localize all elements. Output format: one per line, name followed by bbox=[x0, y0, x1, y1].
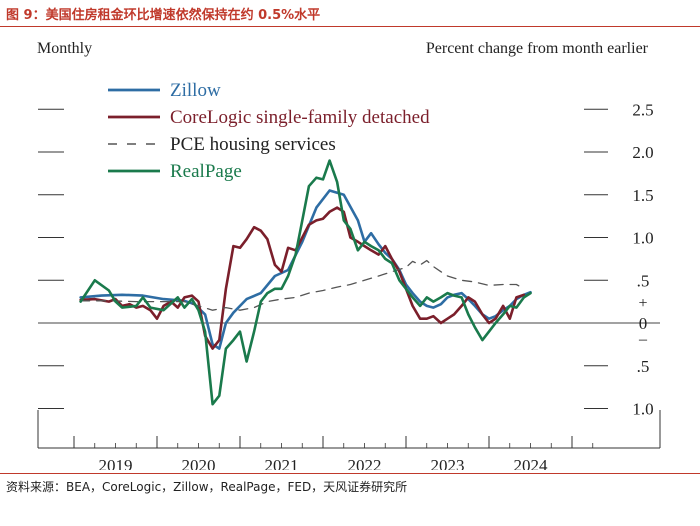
series-line-pce-housing-services bbox=[79, 259, 525, 311]
y-tick-label: 1.5 bbox=[632, 186, 653, 205]
series-line-realpage bbox=[79, 159, 532, 406]
figure-title: 图 9：美国住房租金环比增速依然保持在约 0.5%水平 bbox=[6, 8, 321, 23]
legend-label: CoreLogic single-family detached bbox=[170, 107, 430, 128]
plot-frame bbox=[37, 410, 661, 449]
rent-growth-line-chart: Monthly Percent change from month earlie… bbox=[37, 40, 661, 470]
x-tick-label: 2019 bbox=[99, 456, 133, 470]
x-tick-label: 2021 bbox=[265, 456, 299, 470]
x-tick-label: 2024 bbox=[514, 456, 549, 470]
legend-label: PCE housing services bbox=[170, 134, 336, 155]
y-tick-label: .5 bbox=[637, 357, 650, 376]
series-lines bbox=[79, 159, 532, 406]
chart-legend: Zillow CoreLogic single-family detached PC… bbox=[108, 80, 430, 182]
y-tick-label: 2.5 bbox=[632, 100, 653, 119]
series-line-corelogic-single-family-detached bbox=[79, 206, 526, 350]
subtitle-monthly: Monthly bbox=[37, 40, 92, 57]
subtitle-percent-change: Percent change from month earlier bbox=[426, 40, 649, 57]
series-line-zillow bbox=[79, 189, 532, 350]
y-tick-label: 1.0 bbox=[632, 400, 653, 419]
legend-label: RealPage bbox=[170, 161, 242, 182]
y-tick-label: .5 bbox=[637, 271, 650, 290]
x-tick-label: 2020 bbox=[182, 456, 216, 470]
legend-label: Zillow bbox=[170, 80, 221, 101]
y-axis-ticks: 2.5 2.0 1.5 1.0 .5 0 .5 1.0 + – bbox=[38, 100, 654, 419]
x-axis-ticks: 2019 2020 2021 2022 2023 2024 bbox=[99, 456, 549, 470]
y-tick-label: 2.0 bbox=[632, 143, 653, 162]
chart-subtitles: Monthly Percent change from month earlie… bbox=[37, 40, 649, 57]
y-tick-label: 1.0 bbox=[632, 229, 653, 248]
y-sign-minus: – bbox=[638, 331, 648, 348]
y-sign-plus: + bbox=[638, 295, 647, 312]
source-divider bbox=[0, 473, 700, 474]
source-note: 资料来源：BEA，CoreLogic，Zillow，RealPage，FED，天… bbox=[6, 480, 408, 494]
title-divider bbox=[0, 26, 700, 27]
y-tick-label: 0 bbox=[639, 314, 648, 333]
x-tick-label: 2023 bbox=[431, 456, 465, 470]
x-tick-label: 2022 bbox=[348, 456, 382, 470]
